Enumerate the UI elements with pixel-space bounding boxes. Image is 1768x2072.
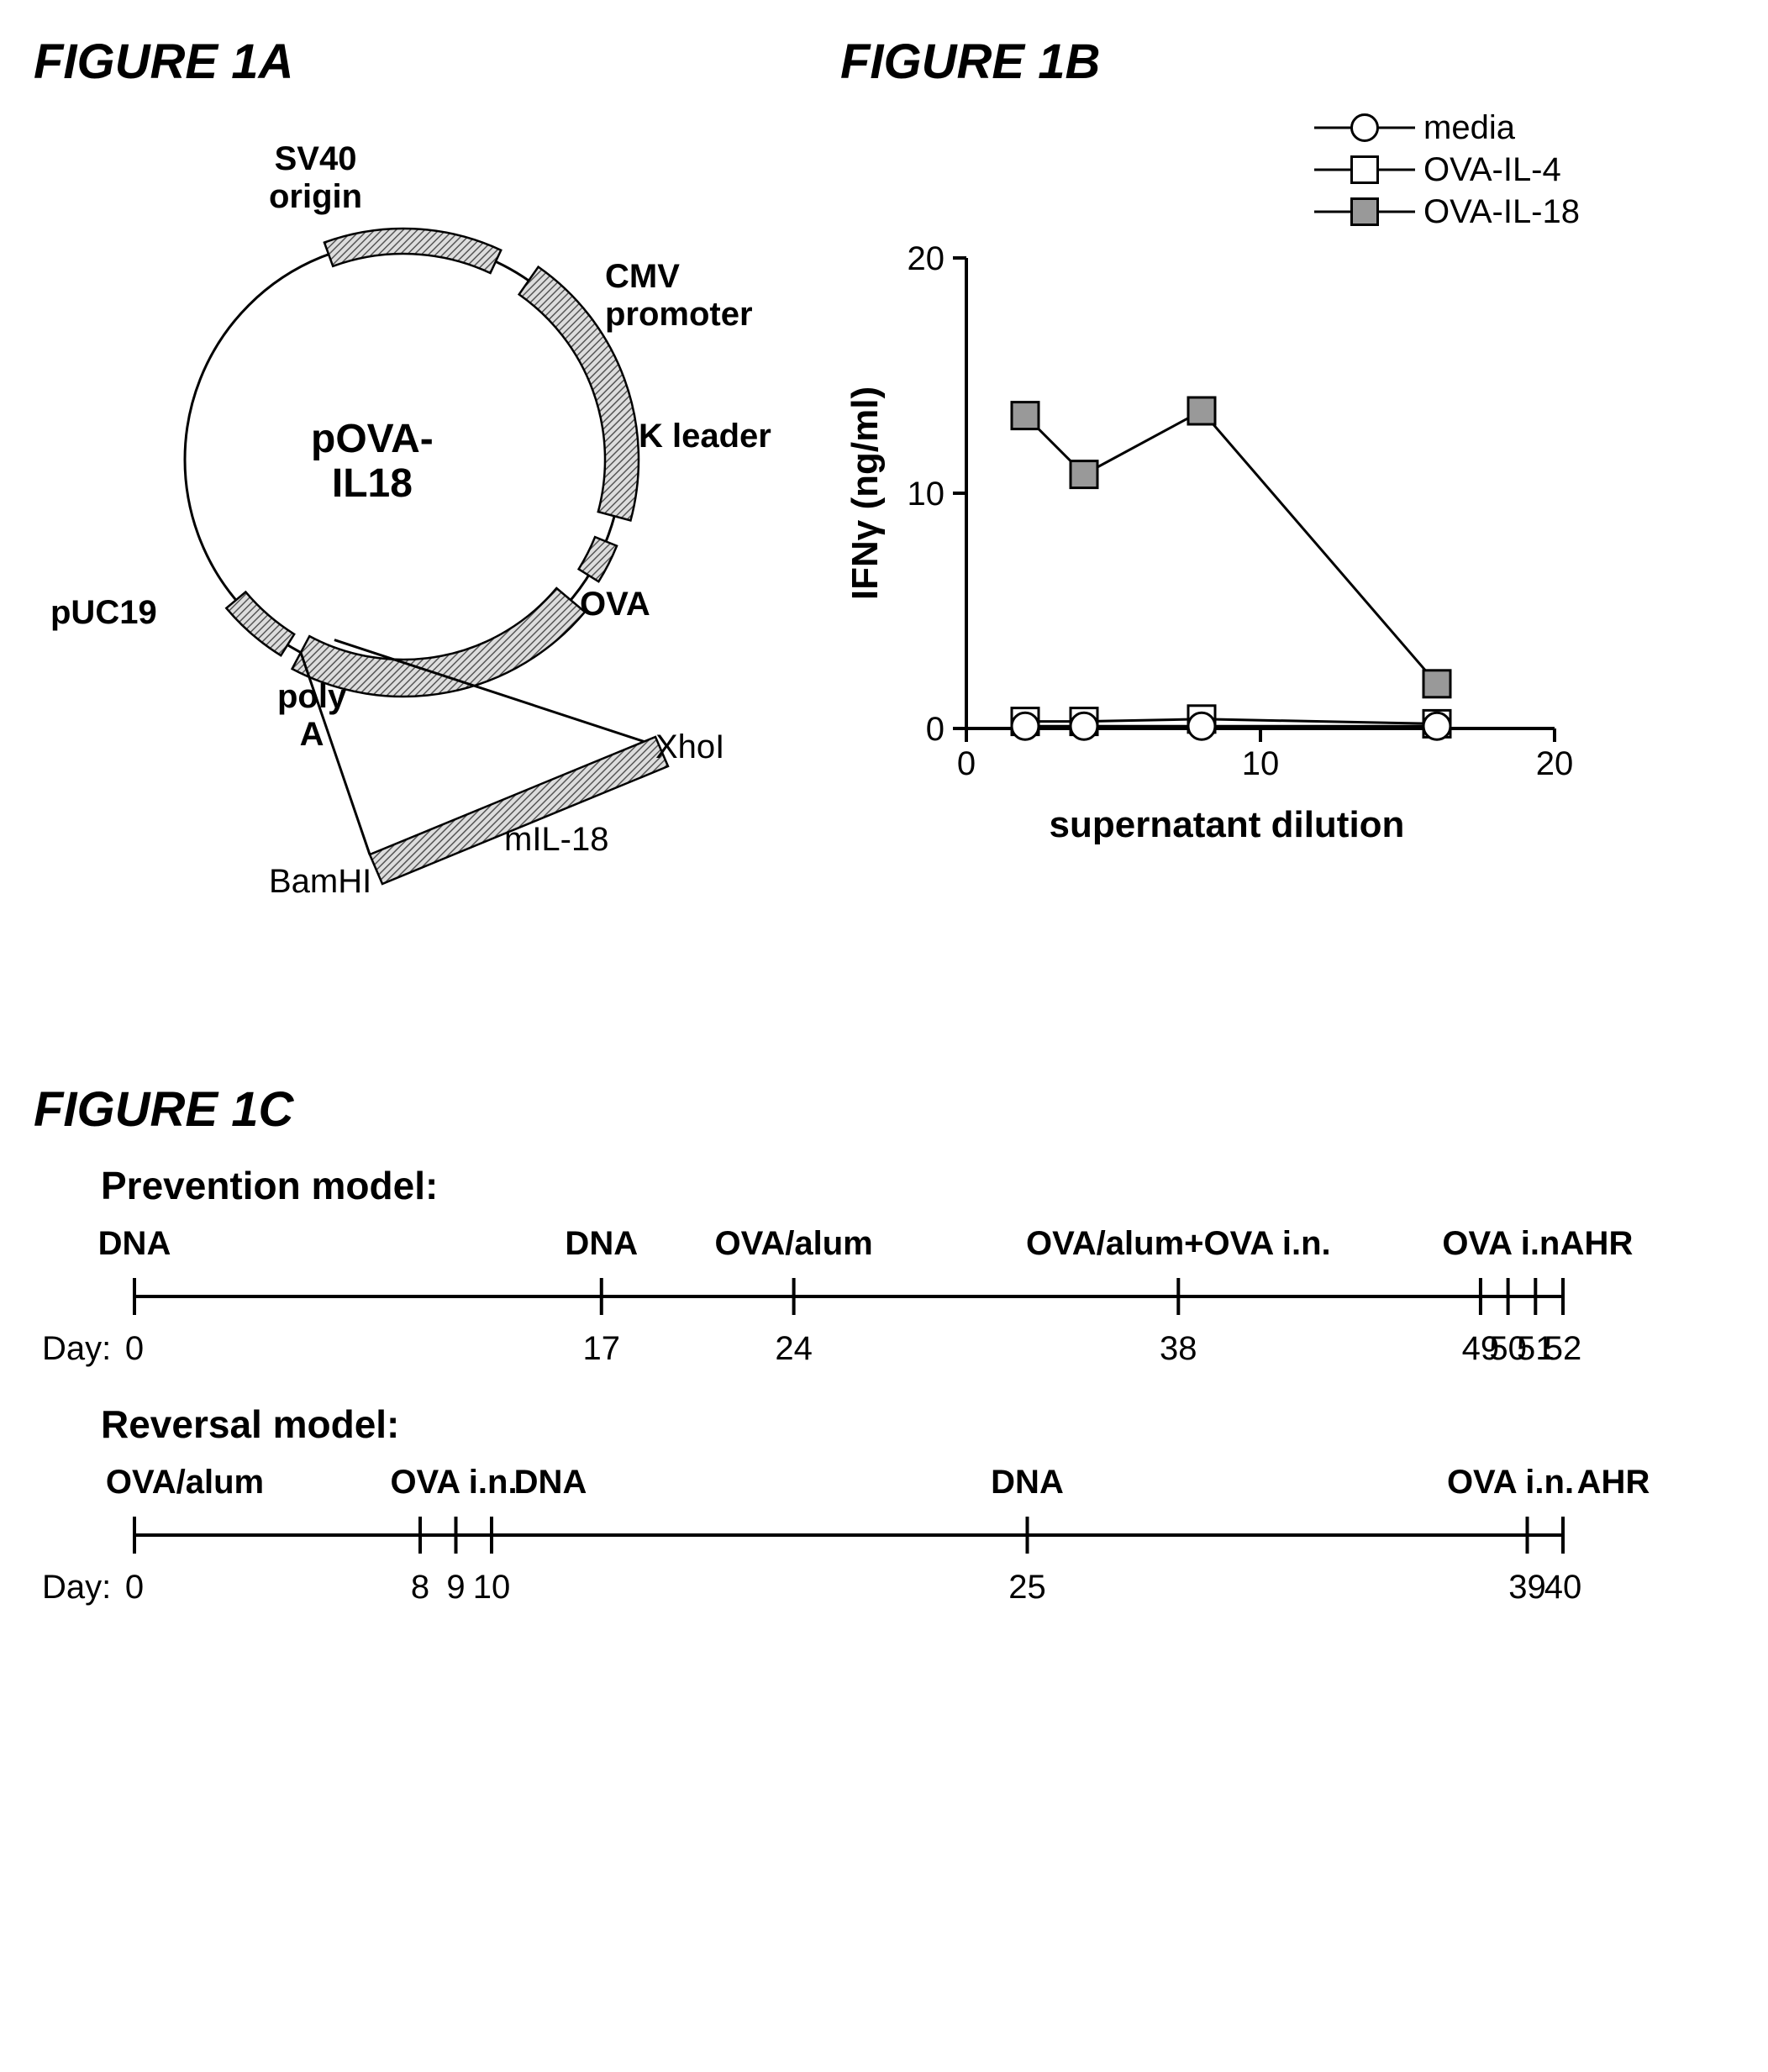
figure-1c: FIGURE 1C Prevention model: Day: 0 DNA 17 D… bbox=[34, 1081, 1630, 1607]
plasmid-name-2: IL18 bbox=[332, 461, 413, 506]
label-cmv: CMV promoter bbox=[605, 258, 753, 334]
figure-1a-title: FIGURE 1A bbox=[34, 34, 773, 90]
day-label: Day: bbox=[42, 1569, 111, 1607]
svg-text:10: 10 bbox=[908, 476, 945, 513]
timeline-event: DNA bbox=[565, 1225, 638, 1263]
timeline-day: 24 bbox=[775, 1330, 813, 1368]
y-axis-label: IFNγ (ng/ml) bbox=[845, 387, 887, 600]
svg-text:20: 20 bbox=[1536, 745, 1574, 782]
timeline-day: 0 bbox=[125, 1569, 144, 1607]
prevention-timeline: Day: 0DNA17DNA24OVA/alum38OVA/alum+OVA i… bbox=[84, 1225, 1597, 1368]
timeline-day: 25 bbox=[1008, 1569, 1046, 1607]
square-filled-marker-icon bbox=[1350, 197, 1379, 226]
circle-marker-icon bbox=[1350, 113, 1379, 142]
timeline-day: 17 bbox=[583, 1330, 621, 1368]
ifn-chart: media OVA-IL-4 OVA-IL-18 0 10 20 0 10 20 IFNγ… bbox=[840, 107, 1613, 863]
label-xhoi: XhoI bbox=[655, 728, 724, 766]
timeline-day: 52 bbox=[1544, 1330, 1582, 1368]
label-mil18: mIL-18 bbox=[504, 821, 609, 859]
timeline-event: AHR bbox=[1577, 1464, 1650, 1501]
timeline-event: OVA i.n. bbox=[390, 1464, 517, 1501]
timeline-event: DNA bbox=[991, 1464, 1064, 1501]
timeline-event: OVA/alum bbox=[106, 1464, 264, 1501]
timeline-day: 40 bbox=[1544, 1569, 1582, 1607]
label-kleader: K leader bbox=[639, 418, 771, 455]
reversal-title: Reversal model: bbox=[101, 1401, 1630, 1447]
legend-ova-il4: OVA-IL-4 bbox=[1314, 149, 1580, 191]
label-bamhi: BamHI bbox=[269, 863, 371, 901]
timeline-event: OVA/alum+OVA i.n. bbox=[1026, 1225, 1331, 1263]
figure-1a: FIGURE 1A pOVA- IL18 SV40 origin CMV pro… bbox=[34, 34, 773, 913]
square-open-marker-icon bbox=[1350, 155, 1379, 184]
chart-legend: media OVA-IL-4 OVA-IL-18 bbox=[1314, 107, 1580, 233]
svg-text:0: 0 bbox=[957, 745, 976, 782]
timeline-day: 10 bbox=[473, 1569, 511, 1607]
timeline-event: AHR bbox=[1560, 1225, 1634, 1263]
legend-ova-il18: OVA-IL-18 bbox=[1314, 191, 1580, 233]
timeline-event: OVA i.n. bbox=[1442, 1225, 1569, 1263]
svg-text:10: 10 bbox=[1242, 745, 1280, 782]
label-sv40: SV40 origin bbox=[269, 140, 362, 216]
label-ova: OVA bbox=[580, 586, 650, 623]
timeline-event: OVA i.n. bbox=[1447, 1464, 1574, 1501]
timeline-svg bbox=[84, 1464, 1597, 1607]
x-axis-label: supernatant dilution bbox=[1050, 804, 1405, 846]
figure-1b-title: FIGURE 1B bbox=[840, 34, 1647, 90]
prevention-title: Prevention model: bbox=[101, 1163, 1630, 1208]
label-polya: poly A bbox=[277, 678, 346, 754]
reversal-timeline: Day: 0OVA/alum8OVA i.n.910DNA25DNA39OVA … bbox=[84, 1464, 1597, 1607]
plasmid-svg bbox=[34, 107, 773, 913]
svg-text:20: 20 bbox=[908, 240, 945, 277]
timeline-day: 39 bbox=[1508, 1569, 1546, 1607]
timeline-event: DNA bbox=[98, 1225, 171, 1263]
svg-text:0: 0 bbox=[926, 711, 945, 748]
timeline-day: 9 bbox=[446, 1569, 465, 1607]
timeline-event: OVA/alum bbox=[715, 1225, 873, 1263]
legend-media: media bbox=[1314, 107, 1580, 149]
timeline-day: 0 bbox=[125, 1330, 144, 1368]
plasmid-diagram: pOVA- IL18 SV40 origin CMV promoter K le… bbox=[34, 107, 773, 913]
plasmid-name-1: pOVA- bbox=[311, 417, 434, 461]
timeline-day: 8 bbox=[411, 1569, 429, 1607]
day-label: Day: bbox=[42, 1330, 111, 1368]
figure-1b: FIGURE 1B media OVA-IL-4 OVA-IL-18 0 10 20… bbox=[840, 34, 1647, 913]
plasmid-center-label: pOVA- IL18 bbox=[311, 418, 434, 507]
label-puc19: pUC19 bbox=[50, 594, 157, 632]
figure-1c-title: FIGURE 1C bbox=[34, 1081, 1630, 1138]
timeline-day: 38 bbox=[1160, 1330, 1197, 1368]
timeline-event: DNA bbox=[514, 1464, 587, 1501]
